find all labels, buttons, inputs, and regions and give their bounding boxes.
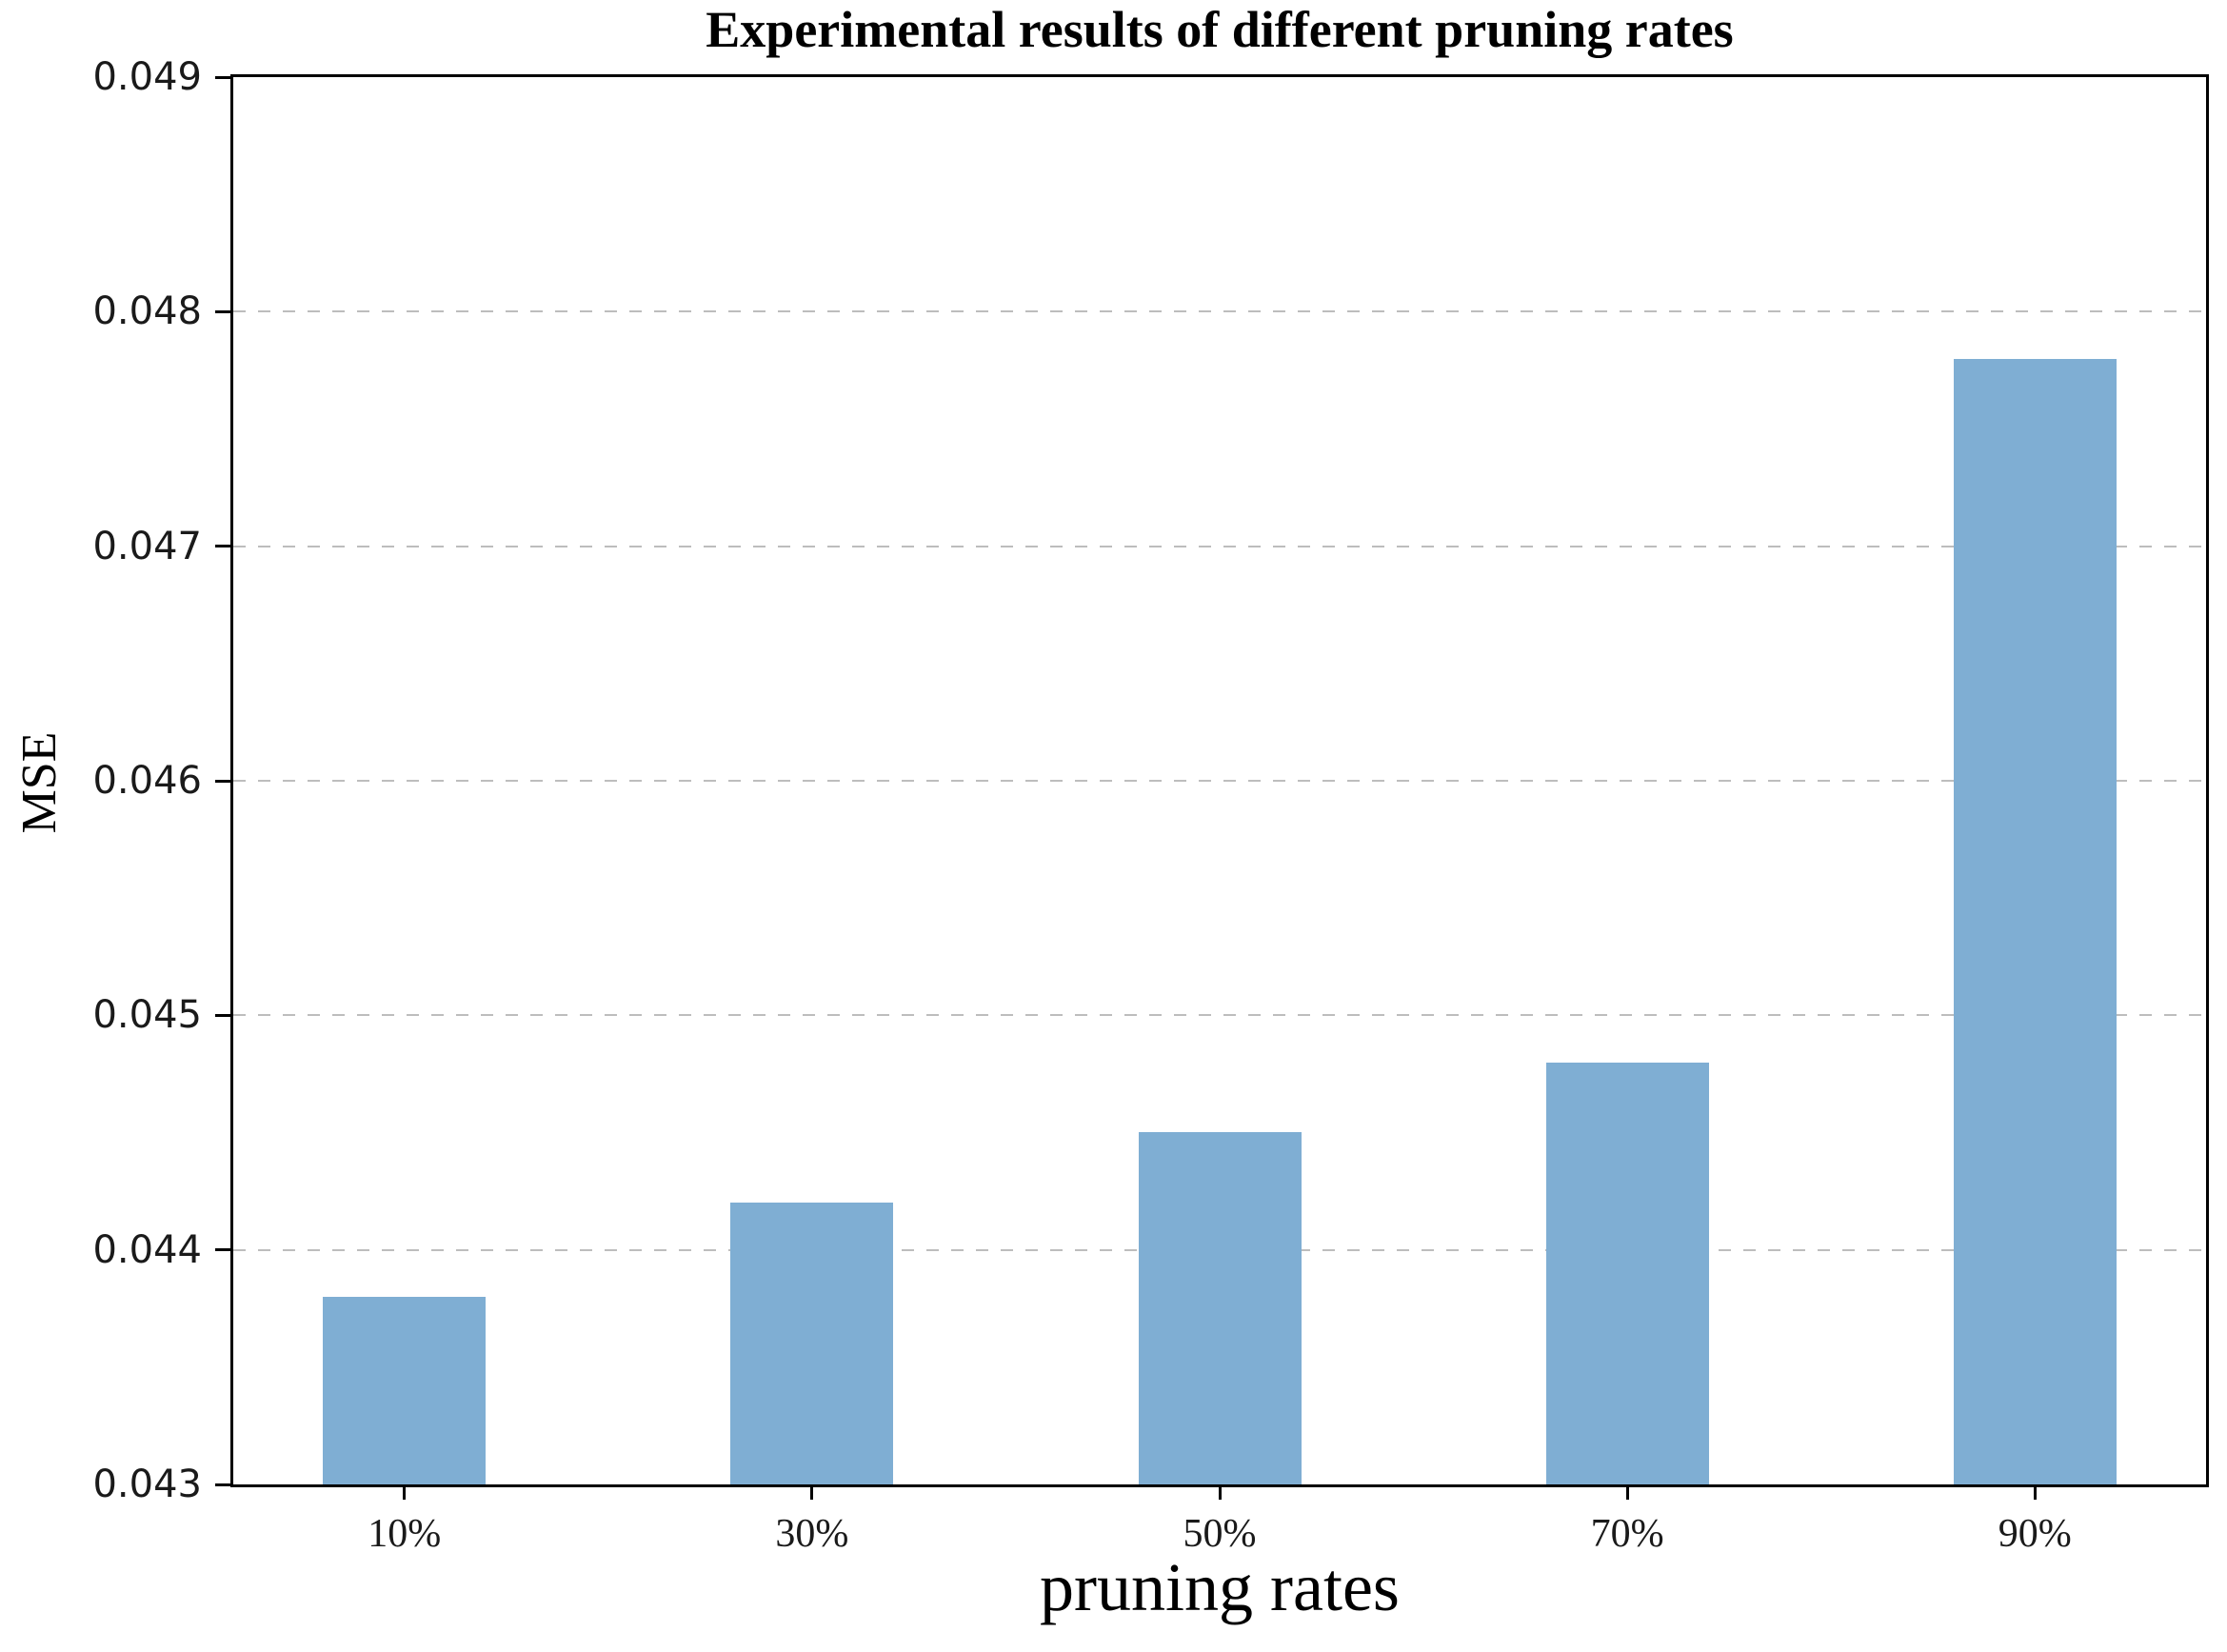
chart-title: Experimental results of different prunin… xyxy=(706,1,1734,58)
plot-area xyxy=(230,74,2209,1487)
gridline-0.047 xyxy=(233,545,2206,547)
bar-10% xyxy=(323,1297,486,1484)
bar-90% xyxy=(1954,359,2117,1484)
y-tick-mark-0.044 xyxy=(215,1248,230,1252)
y-tick-label-0.045: 0.045 xyxy=(92,993,202,1038)
y-tick-mark-0.049 xyxy=(215,75,230,79)
x-tick-mark-10% xyxy=(403,1484,407,1500)
x-tick-mark-90% xyxy=(2033,1484,2037,1500)
gridline-0.045 xyxy=(233,1014,2206,1017)
bar-30% xyxy=(730,1203,893,1484)
x-tick-label-70%: 70% xyxy=(1590,1512,1664,1556)
y-tick-label-0.044: 0.044 xyxy=(92,1227,202,1272)
y-tick-label-0.047: 0.047 xyxy=(92,524,202,568)
x-tick-label-30%: 30% xyxy=(775,1512,849,1556)
y-tick-mark-0.043 xyxy=(215,1483,230,1486)
y-tick-label-0.043: 0.043 xyxy=(92,1463,202,1506)
gridline-0.048 xyxy=(233,310,2206,313)
y-tick-label-0.046: 0.046 xyxy=(92,759,202,803)
gridline-0.046 xyxy=(233,780,2206,782)
x-axis-label: pruning rates xyxy=(1040,1549,1400,1625)
bar-50% xyxy=(1139,1132,1302,1484)
x-tick-label-50%: 50% xyxy=(1183,1512,1257,1556)
y-tick-label-0.048: 0.048 xyxy=(92,289,202,334)
y-tick-mark-0.046 xyxy=(215,779,230,783)
x-tick-mark-50% xyxy=(1218,1484,1222,1500)
x-tick-label-10%: 10% xyxy=(368,1512,442,1556)
bar-70% xyxy=(1546,1063,1709,1484)
y-tick-mark-0.045 xyxy=(215,1013,230,1017)
x-tick-mark-30% xyxy=(810,1484,814,1500)
y-tick-mark-0.048 xyxy=(215,309,230,313)
x-tick-label-90%: 90% xyxy=(1998,1512,2072,1556)
x-tick-mark-70% xyxy=(1625,1484,1629,1500)
y-tick-label-0.049: 0.049 xyxy=(92,55,202,99)
y-tick-mark-0.047 xyxy=(215,545,230,548)
